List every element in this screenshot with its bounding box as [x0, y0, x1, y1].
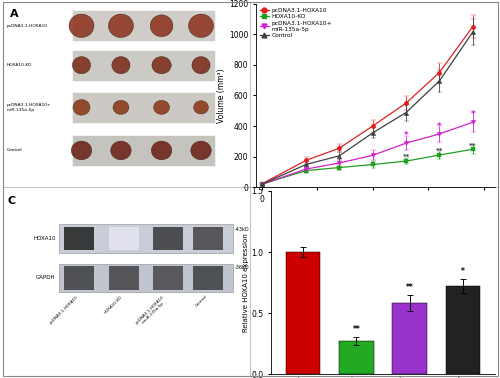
Ellipse shape	[76, 102, 84, 107]
Ellipse shape	[152, 57, 171, 74]
Text: A: A	[10, 9, 18, 19]
Ellipse shape	[188, 14, 214, 37]
Ellipse shape	[193, 17, 203, 26]
Bar	[392, 303, 427, 374]
Ellipse shape	[194, 101, 208, 114]
FancyBboxPatch shape	[193, 227, 222, 251]
FancyBboxPatch shape	[109, 266, 138, 290]
Y-axis label: Volume (mm³): Volume (mm³)	[217, 68, 226, 123]
Ellipse shape	[196, 103, 202, 107]
FancyBboxPatch shape	[72, 135, 216, 166]
Ellipse shape	[191, 141, 211, 160]
X-axis label: Days: Days	[364, 209, 386, 218]
FancyBboxPatch shape	[60, 224, 233, 253]
FancyBboxPatch shape	[72, 92, 216, 123]
Ellipse shape	[154, 100, 170, 115]
Bar	[339, 341, 374, 374]
Text: HOXA10-KO: HOXA10-KO	[7, 63, 32, 67]
Text: -43kD: -43kD	[235, 227, 250, 232]
Bar	[446, 286, 480, 374]
Ellipse shape	[194, 144, 203, 150]
Text: **: **	[352, 325, 360, 334]
FancyBboxPatch shape	[154, 266, 183, 290]
Ellipse shape	[155, 144, 164, 150]
Text: **: **	[436, 148, 443, 154]
Text: *: *	[404, 131, 408, 140]
Ellipse shape	[154, 18, 164, 26]
FancyBboxPatch shape	[64, 227, 94, 251]
FancyBboxPatch shape	[60, 264, 233, 292]
Ellipse shape	[73, 99, 90, 115]
Text: Control: Control	[7, 149, 22, 152]
Ellipse shape	[192, 57, 210, 74]
Ellipse shape	[115, 59, 123, 65]
Text: C: C	[8, 197, 16, 206]
Ellipse shape	[152, 141, 172, 160]
Text: *: *	[461, 268, 465, 276]
Legend: pcDNA3.1-HOXA10, HOXA10-KO, pcDNA3.1-HOXA10+
miR-135a-5p, Control: pcDNA3.1-HOXA10, HOXA10-KO, pcDNA3.1-HOX…	[259, 7, 333, 39]
Text: pcDNA3.1-HOXA10: pcDNA3.1-HOXA10	[49, 294, 79, 325]
Ellipse shape	[74, 17, 84, 26]
Ellipse shape	[72, 141, 92, 160]
FancyBboxPatch shape	[72, 50, 216, 81]
Text: *: *	[437, 122, 442, 130]
Ellipse shape	[113, 100, 129, 115]
Text: **: **	[406, 284, 413, 292]
Text: HOXA10-KO: HOXA10-KO	[104, 294, 124, 314]
Text: **: **	[402, 154, 409, 160]
FancyBboxPatch shape	[154, 227, 183, 251]
Ellipse shape	[76, 59, 84, 65]
Text: HOXA10: HOXA10	[33, 236, 56, 241]
FancyBboxPatch shape	[109, 227, 138, 251]
Ellipse shape	[110, 141, 131, 160]
Ellipse shape	[150, 15, 173, 37]
Text: pcDNA3.1-HOXA10
+miR-135a-5p: pcDNA3.1-HOXA10 +miR-135a-5p	[135, 294, 168, 328]
Ellipse shape	[75, 144, 84, 150]
Ellipse shape	[112, 57, 130, 74]
Text: **: **	[469, 143, 476, 149]
Text: -36kD: -36kD	[235, 265, 250, 270]
Ellipse shape	[69, 14, 94, 37]
Ellipse shape	[114, 144, 123, 150]
Text: *: *	[470, 110, 475, 119]
Bar	[286, 252, 320, 374]
Text: pcDNA3.1-HOXA10+
miR-135a-5p: pcDNA3.1-HOXA10+ miR-135a-5p	[7, 103, 52, 112]
FancyBboxPatch shape	[64, 266, 94, 290]
Text: pcDNA3.1-HOXA10: pcDNA3.1-HOXA10	[7, 24, 48, 28]
Ellipse shape	[72, 57, 90, 74]
Text: GAPDH: GAPDH	[36, 276, 56, 280]
Ellipse shape	[196, 59, 203, 65]
Y-axis label: Relative HOXA10 expression: Relative HOXA10 expression	[242, 233, 248, 332]
FancyBboxPatch shape	[72, 10, 216, 41]
Ellipse shape	[113, 17, 124, 26]
Ellipse shape	[108, 14, 134, 37]
Ellipse shape	[156, 59, 164, 65]
Ellipse shape	[156, 102, 163, 107]
Text: B: B	[237, 0, 245, 2]
Ellipse shape	[116, 102, 122, 107]
Text: Control: Control	[194, 294, 208, 308]
FancyBboxPatch shape	[193, 266, 222, 290]
